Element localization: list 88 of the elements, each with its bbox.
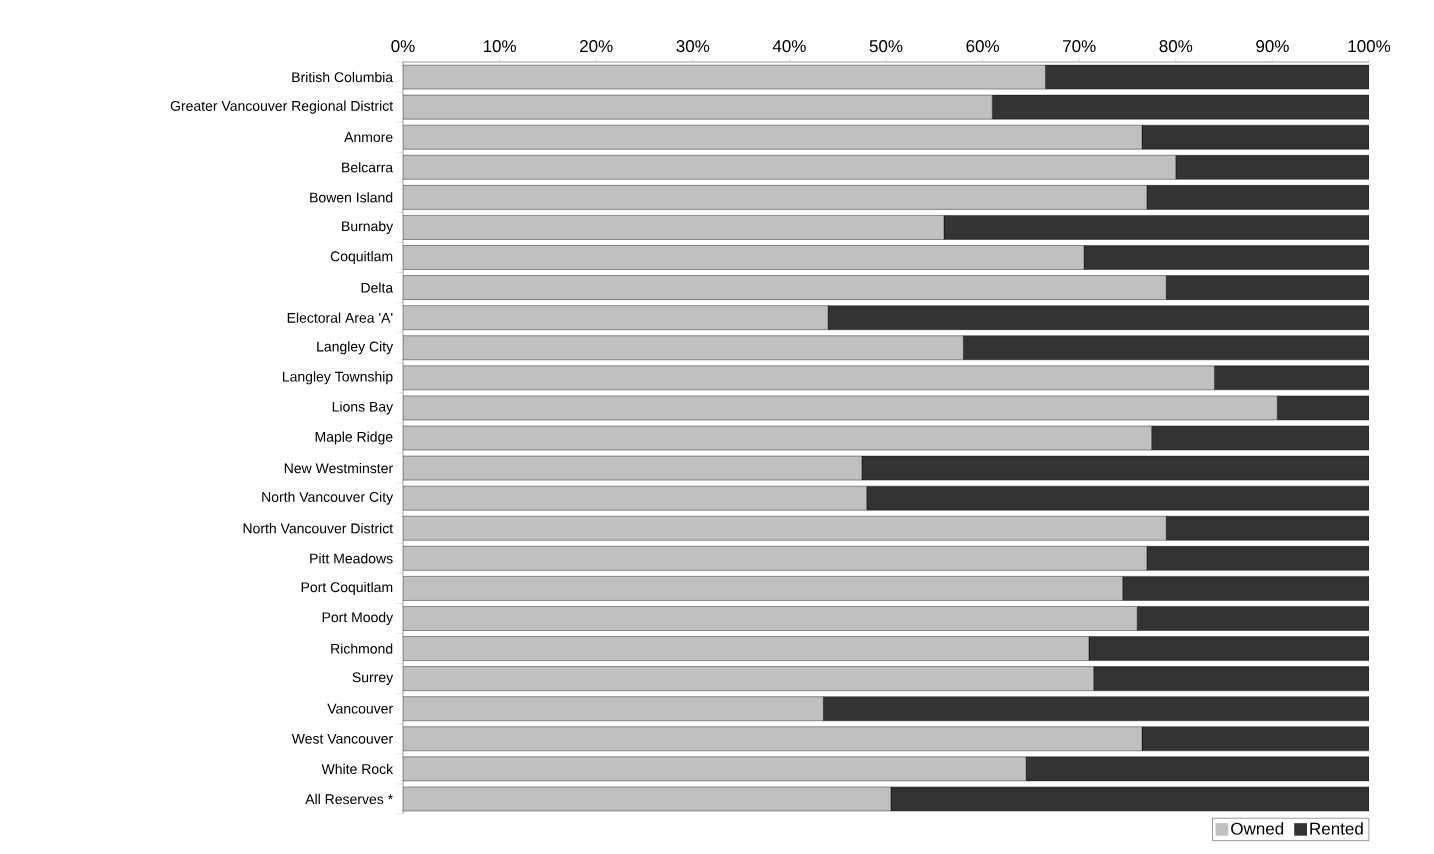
- bar: [403, 726, 1143, 752]
- bar: [403, 245, 1085, 270]
- bar: [963, 335, 1370, 360]
- bar: [1175, 155, 1370, 180]
- y-tick-label: Langley Township: [282, 371, 393, 385]
- y-tick-label: Anmore: [344, 132, 393, 143]
- y-tick-label: North Vancouver District: [243, 523, 394, 534]
- bar: [403, 64, 1046, 90]
- legend-label: Owned: [1231, 822, 1284, 835]
- bar: [403, 365, 1215, 391]
- legend-label: Rented: [1310, 822, 1363, 835]
- bar: [403, 94, 993, 120]
- bar: [943, 215, 1370, 240]
- y-tick-label: New Westminster: [284, 462, 393, 474]
- y-tick-label: Langley City: [317, 341, 394, 355]
- y-tick-label: Richmond: [331, 643, 393, 654]
- x-tick-label: 70%: [1063, 40, 1096, 53]
- bar: [1146, 185, 1370, 210]
- bar: [1214, 365, 1370, 391]
- bar: [823, 696, 1370, 721]
- bar: [403, 155, 1177, 180]
- y-tick-label: North Vancouver City: [262, 491, 394, 505]
- bar: [403, 696, 824, 721]
- bar: [827, 305, 1370, 330]
- x-tick-label: 50%: [869, 40, 903, 53]
- bar: [403, 425, 1152, 451]
- x-tick-label: 20%: [580, 40, 613, 53]
- bar: [403, 305, 829, 330]
- y-tick-label: Burnaby: [342, 220, 394, 234]
- bar: [403, 666, 1094, 691]
- bar: [1122, 576, 1370, 601]
- y-tick-label: Maple Ridge: [315, 431, 393, 445]
- bar: [1045, 64, 1370, 90]
- bar: [403, 606, 1138, 631]
- bar: [1088, 636, 1370, 661]
- bar: [861, 455, 1370, 481]
- y-tick-label: Coquitlam: [330, 251, 393, 265]
- bar: [1093, 666, 1370, 691]
- bar: [403, 455, 863, 481]
- bar: [890, 786, 1370, 812]
- bar: [403, 756, 1027, 782]
- y-tick-label: White Rock: [321, 763, 394, 775]
- bar: [866, 485, 1370, 511]
- bar: [403, 335, 964, 360]
- y-tick-label: Electoral Area 'A': [287, 312, 393, 323]
- x-tick-label: 30%: [676, 40, 710, 53]
- bar: [1025, 756, 1370, 782]
- y-tick-label: Port Moody: [322, 611, 394, 626]
- bar: [403, 546, 1148, 571]
- y-tick-label: Vancouver: [327, 703, 393, 714]
- bar: [403, 636, 1090, 661]
- bar: [403, 576, 1123, 601]
- y-tick-label: Lions Bay: [332, 401, 394, 415]
- y-tick-label: Delta: [361, 282, 394, 293]
- x-tick-label: 60%: [966, 40, 1000, 53]
- y-tick-label: Bowen Island: [310, 192, 393, 203]
- bar: [403, 485, 867, 511]
- bar: [1165, 275, 1370, 300]
- x-tick-label: 80%: [1159, 40, 1193, 53]
- y-tick-label: All Reserves *: [305, 793, 393, 805]
- y-tick-label: Port Coquitlam: [301, 581, 393, 595]
- bar: [403, 786, 892, 812]
- x-tick-label: 90%: [1256, 40, 1289, 53]
- bar: [403, 395, 1278, 421]
- bar: [1141, 726, 1370, 752]
- bar: [403, 275, 1167, 300]
- y-tick-label: Surrey: [352, 672, 394, 685]
- y-tick-label: Greater Vancouver Regional District: [170, 100, 393, 114]
- bar: [992, 94, 1370, 120]
- x-tick-label: 100%: [1348, 40, 1391, 53]
- y-tick-label: West Vancouver: [291, 733, 393, 744]
- x-tick-label: 10%: [483, 40, 516, 53]
- bar: [1151, 425, 1370, 451]
- x-tick-label: 0%: [391, 40, 415, 53]
- y-tick-label: British Columbia: [292, 71, 394, 83]
- bar: [403, 124, 1143, 150]
- bar: [1277, 395, 1370, 421]
- bar: [1083, 245, 1370, 270]
- bar: [1136, 606, 1370, 631]
- bar: [403, 185, 1148, 210]
- y-tick-label: Pitt Meadows: [310, 553, 393, 564]
- x-tick-label: 40%: [772, 40, 806, 53]
- y-tick-label: Belcarra: [342, 162, 394, 173]
- bar: [1141, 124, 1370, 150]
- bar: [1146, 546, 1370, 571]
- bar: [1165, 516, 1370, 541]
- bar: [403, 215, 945, 240]
- bar: [403, 516, 1167, 541]
